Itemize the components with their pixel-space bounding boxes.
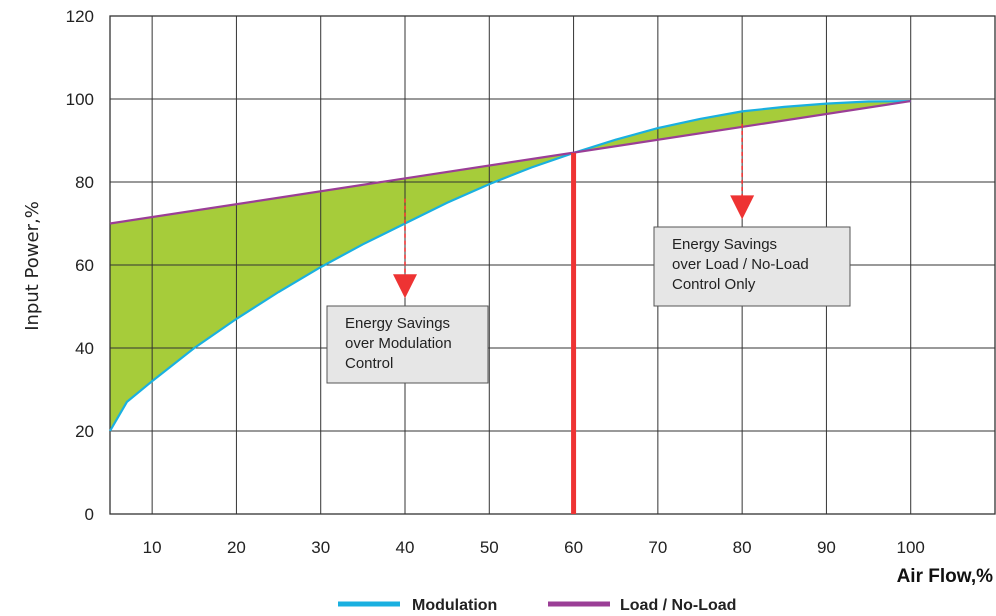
x-tick-label-30: 30 <box>311 538 330 557</box>
annotation-text-1-0: Energy Savings <box>672 236 777 253</box>
x-tick-label-100: 100 <box>897 538 925 557</box>
series-line-modulation <box>109 100 911 432</box>
annotation-arrow-head-0 <box>393 274 417 299</box>
savings-fill-layer <box>110 101 911 431</box>
series-layer <box>109 100 911 514</box>
savings-area <box>110 101 911 431</box>
x-tick-label-80: 80 <box>733 538 752 557</box>
x-axis-label: Air Flow,% <box>897 566 994 587</box>
annotation-text-1-2: Control Only <box>672 276 756 293</box>
x-tick-label-20: 20 <box>227 538 246 557</box>
legend: Modulation Load / No-Load <box>338 597 736 614</box>
y-tick-label-80: 80 <box>75 173 94 192</box>
annotation-text-0-0: Energy Savings <box>345 315 450 332</box>
tick-layer: 10 20 30 40 50 60 70 80 90 100 0 20 40 60 80 100 120 <box>66 7 925 557</box>
annotation-arrow-head-1 <box>730 195 755 220</box>
x-tick-label-90: 90 <box>817 538 836 557</box>
annotation-box-0 <box>326 305 489 384</box>
annotation-box-1 <box>653 226 851 307</box>
y-tick-label-0: 0 <box>85 505 94 524</box>
annotation-text-0-2: Control <box>345 355 393 372</box>
y-axis-label: Input Power,% <box>22 201 43 331</box>
annotation-layer: Energy Savings over Modulation Control Ener… <box>326 123 851 384</box>
annotation-text-1-1: over Load / No-Load <box>672 256 809 273</box>
x-tick-label-40: 40 <box>396 538 415 557</box>
annotation-text-0-1: over Modulation <box>345 335 452 352</box>
y-tick-label-40: 40 <box>75 339 94 358</box>
series-line-load-no-load <box>109 100 911 225</box>
legend-label-load-no-load: Load / No-Load <box>620 597 736 614</box>
y-tick-label-20: 20 <box>75 422 94 441</box>
x-tick-label-50: 50 <box>480 538 499 557</box>
y-tick-label-60: 60 <box>75 256 94 275</box>
y-tick-label-120: 120 <box>66 7 94 26</box>
x-tick-label-10: 10 <box>143 538 162 557</box>
x-tick-label-60: 60 <box>564 538 583 557</box>
y-tick-label-100: 100 <box>66 90 94 109</box>
x-tick-label-70: 70 <box>648 538 667 557</box>
legend-label-modulation: Modulation <box>412 597 497 614</box>
